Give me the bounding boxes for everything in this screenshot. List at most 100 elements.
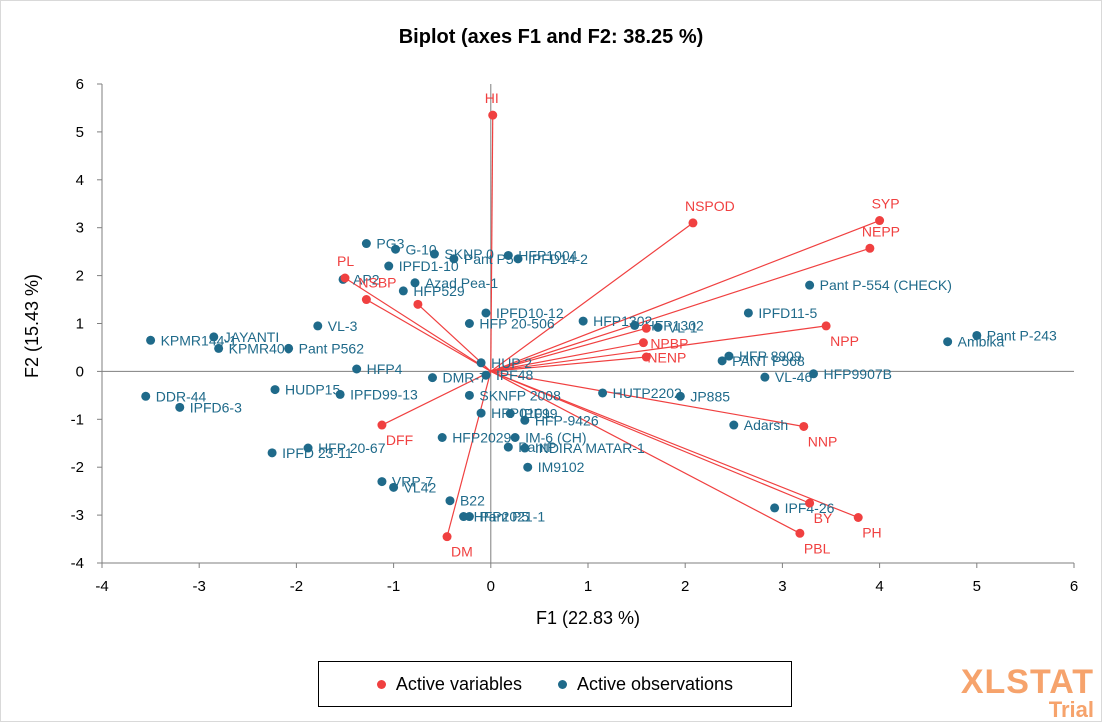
axes: -4 -3 -2 -1 0 1 2 3 4 5 6 -4 -3 -2 -1 0 1 2 3 4 5 6	[71, 76, 1079, 595]
variable-point	[377, 420, 387, 430]
observation-label: HFP2029	[452, 430, 511, 446]
observation-label: HUTP2202	[613, 385, 682, 401]
y-tick-label: -4	[71, 555, 84, 572]
x-tick-label: 4	[875, 578, 883, 595]
y-tick-label: 6	[76, 76, 84, 93]
observation-point	[503, 442, 513, 452]
observation-label: PG3	[376, 236, 404, 252]
variable-vector	[490, 342, 644, 372]
y-tick-label: 3	[76, 220, 84, 237]
observation-label: HFP529	[413, 283, 465, 299]
observation-label: JP885	[690, 388, 730, 404]
x-tick-label: 2	[681, 578, 689, 595]
observation-point	[476, 408, 486, 418]
y-axis-label: F2 (15.43 %)	[22, 274, 42, 378]
watermark: XLSTAT Trial	[961, 665, 1094, 721]
observation-label: HFP4	[367, 361, 403, 377]
variable-vector	[490, 115, 494, 372]
legend-item-observations: Active observations	[557, 673, 734, 695]
variable-point	[361, 295, 371, 305]
observation-point	[520, 415, 530, 425]
variable-vector	[490, 356, 647, 372]
observation-label: SKNFP 2008	[479, 387, 561, 403]
observation-point	[510, 433, 520, 443]
y-tick-label: 5	[76, 124, 84, 141]
variable-point	[865, 243, 875, 253]
variable-vector	[490, 370, 801, 534]
y-tick-label: 4	[76, 172, 84, 189]
observation-label: HFP1004	[518, 247, 577, 263]
observation-point	[724, 351, 734, 361]
observation-label: AP2	[353, 271, 380, 287]
observation-point	[972, 330, 982, 340]
observation-point	[429, 249, 439, 259]
observation-point	[770, 503, 780, 513]
x-tick-label: 0	[487, 578, 495, 595]
observation-label: VL42	[404, 479, 437, 495]
chart-title: Biplot (axes F1 and F2: 38.25 %)	[398, 26, 704, 48]
observation-point	[270, 385, 280, 395]
variable-vector	[446, 371, 492, 537]
observation-point	[313, 321, 323, 331]
variables-marker-icon	[376, 679, 386, 689]
observation-label: HFP-9426	[535, 412, 599, 428]
observation-label: Pant P5	[479, 509, 529, 525]
observation-point	[520, 443, 530, 453]
observation-point	[598, 388, 608, 398]
observation-point	[464, 390, 474, 400]
observation-point	[445, 496, 455, 506]
observation-point	[729, 420, 739, 430]
observation-point	[267, 448, 277, 458]
observation-label: IM-6 (CH)	[525, 430, 586, 446]
variable-point	[875, 216, 885, 226]
variable-point	[413, 299, 423, 309]
variable-label: DFF	[386, 432, 413, 448]
variable-vectors	[344, 115, 880, 537]
observation-label: IPFD1-10	[399, 258, 459, 274]
observation-point	[449, 254, 459, 264]
observation-label: HFP2021-1	[474, 509, 546, 525]
observation-point	[352, 364, 362, 374]
observation-point	[503, 250, 513, 260]
observation-point	[389, 482, 399, 492]
observation-label: VRP-7	[392, 474, 433, 490]
observation-point	[805, 280, 815, 290]
observation-label: IPFD10-12	[496, 305, 564, 321]
observation-label: IPF48	[496, 367, 534, 383]
x-tick-label: -4	[95, 578, 108, 595]
variable-point	[805, 498, 815, 508]
variable-point	[641, 323, 651, 333]
observation-point	[427, 373, 437, 383]
observation-point	[476, 358, 486, 368]
observation-label: IPFD11-5	[758, 305, 817, 321]
variable-label: NPP	[830, 333, 859, 349]
observation-label: Pant P-243	[987, 327, 1057, 343]
observation-point	[391, 244, 401, 254]
variable-label: NEPP	[862, 223, 900, 239]
observation-label: Pant P5	[464, 251, 514, 267]
observation-label: HUP 2	[491, 355, 532, 371]
observation-point	[146, 335, 156, 345]
observation-point	[410, 278, 420, 288]
variable-point	[488, 110, 498, 120]
observation-point	[943, 337, 953, 347]
observation-label: VL-46	[775, 369, 813, 385]
variable-vector	[490, 247, 871, 372]
observation-label: IPFD14-2	[528, 251, 588, 267]
y-tick-label: -2	[71, 459, 84, 476]
variable-vector	[490, 222, 694, 372]
legend-observations-label: Active observations	[576, 673, 734, 694]
observation-label: IPFD6-3	[190, 399, 242, 415]
variable-label: NENP	[647, 350, 686, 366]
observation-label: VL-1	[668, 319, 698, 335]
variable-point	[340, 273, 350, 283]
observation-point	[209, 332, 219, 342]
variable-point	[638, 338, 648, 348]
x-tick-label: 5	[973, 578, 981, 595]
x-tick-label: -3	[193, 578, 206, 595]
variable-point	[442, 532, 452, 542]
variable-label: NNP	[808, 433, 838, 449]
